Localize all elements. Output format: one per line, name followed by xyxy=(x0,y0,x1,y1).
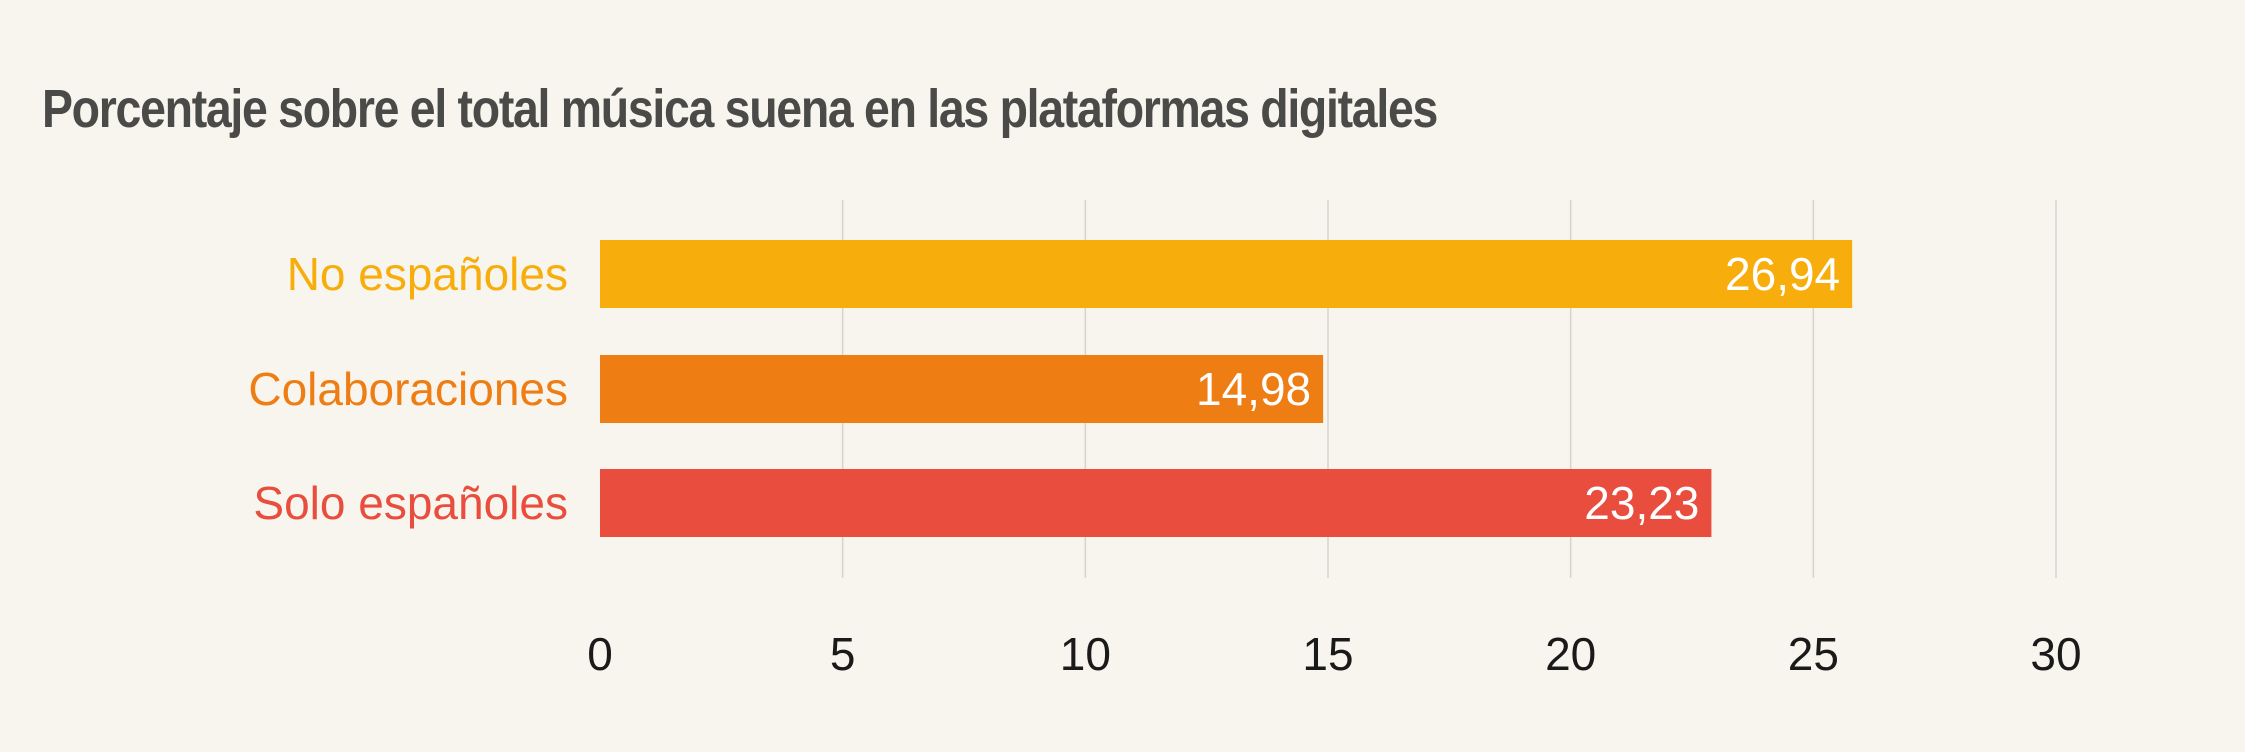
value-label: 14,98 xyxy=(1196,363,1311,415)
bar-1 xyxy=(600,355,1324,423)
value-label: 26,94 xyxy=(1725,248,1840,300)
chart-title: Porcentaje sobre el total música suena e… xyxy=(42,79,1438,139)
bar-0 xyxy=(600,240,1853,308)
x-tick-label: 25 xyxy=(1788,628,1839,680)
x-tick-label: 20 xyxy=(1545,628,1596,680)
x-tick-label: 5 xyxy=(830,628,856,680)
value-label: 23,23 xyxy=(1584,477,1699,529)
x-tick-label: 10 xyxy=(1060,628,1111,680)
x-tick-label: 30 xyxy=(2030,628,2081,680)
bar-2 xyxy=(600,469,1712,537)
x-tick-label: 0 xyxy=(587,628,613,680)
x-tick-label: 15 xyxy=(1302,628,1353,680)
category-label: Colaboraciones xyxy=(248,363,568,415)
category-label: Solo españoles xyxy=(253,477,568,529)
category-label: No españoles xyxy=(287,248,568,300)
